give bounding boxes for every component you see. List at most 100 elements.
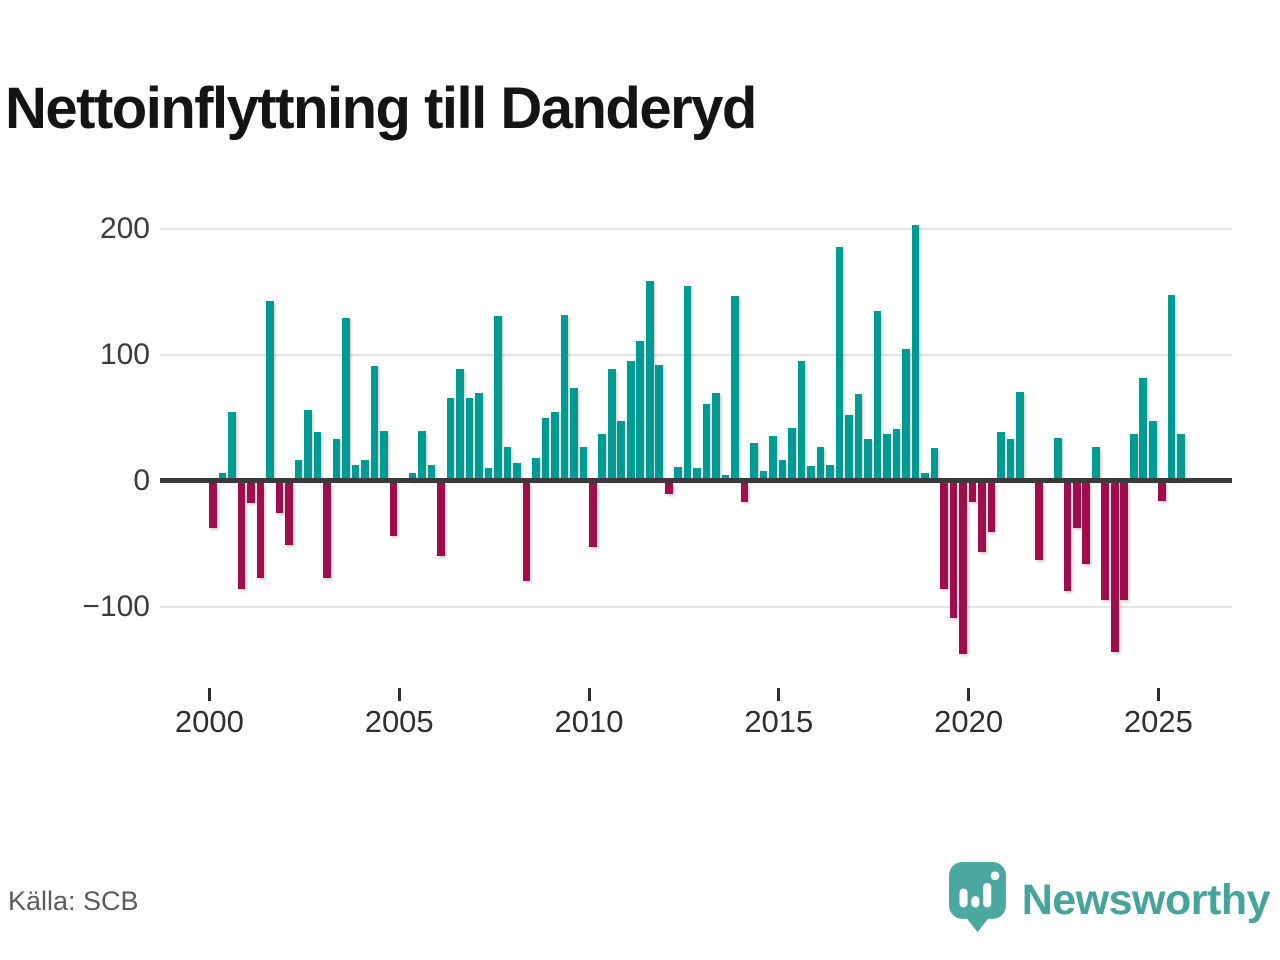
y-axis-tick-label: 100 bbox=[99, 338, 150, 371]
x-axis-tick-mark bbox=[777, 688, 781, 701]
bar-2011-q4 bbox=[655, 365, 664, 481]
bar-2001-q3 bbox=[266, 300, 274, 481]
x-axis-tick-mark bbox=[967, 688, 971, 701]
bar-2004-q1 bbox=[361, 459, 369, 481]
bar-2025-q2 bbox=[1167, 294, 1176, 481]
bar-2016-q2 bbox=[826, 464, 834, 481]
bar-2000-q4 bbox=[237, 483, 246, 589]
bar-2021-q1 bbox=[1006, 439, 1015, 481]
bar-2002-q2 bbox=[294, 459, 303, 481]
bar-2009-q4 bbox=[579, 446, 588, 481]
bar-2019-q4 bbox=[959, 483, 967, 655]
bar-2008-q4 bbox=[541, 418, 550, 481]
bar-2025-q3 bbox=[1177, 434, 1185, 481]
y-axis-tick-label: 0 bbox=[133, 464, 150, 497]
bar-2015-q3 bbox=[797, 361, 806, 481]
bar-2006-q4 bbox=[465, 397, 474, 481]
bar-2018-q1 bbox=[892, 429, 901, 481]
gridline bbox=[160, 354, 1232, 356]
bar-2008-q2 bbox=[522, 483, 531, 582]
x-axis-year-label: 2010 bbox=[554, 704, 624, 739]
bar-2007-q4 bbox=[503, 446, 512, 481]
bar-2003-q4 bbox=[351, 464, 360, 481]
bar-2013-q4 bbox=[731, 295, 739, 481]
bar-2001-q1 bbox=[247, 483, 255, 504]
x-axis-tick-mark bbox=[207, 688, 211, 701]
bar-2018-q3 bbox=[911, 225, 920, 481]
bar-2007-q2 bbox=[484, 468, 493, 481]
bar-2009-q2 bbox=[560, 314, 569, 481]
bar-2004-q4 bbox=[389, 483, 398, 536]
bar-2009-q3 bbox=[570, 387, 578, 481]
bar-2005-q4 bbox=[427, 464, 436, 481]
bar-2019-q2 bbox=[940, 483, 948, 589]
bar-2014-q4 bbox=[769, 435, 777, 481]
bar-2009-q1 bbox=[551, 411, 559, 481]
bar-2000-q2 bbox=[218, 473, 227, 481]
bar-2014-q3 bbox=[759, 470, 768, 481]
bar-2012-q1 bbox=[664, 483, 673, 495]
bar-2003-q2 bbox=[332, 439, 341, 481]
bar-2006-q2 bbox=[446, 397, 455, 481]
bar-2019-q1 bbox=[930, 448, 939, 481]
bar-2006-q1 bbox=[437, 483, 445, 557]
bar-2017-q2 bbox=[864, 439, 872, 481]
bar-2007-q1 bbox=[475, 392, 483, 481]
bar-2004-q3 bbox=[380, 430, 388, 481]
bar-2000-q3 bbox=[228, 411, 236, 481]
bar-2003-q1 bbox=[323, 483, 331, 578]
bar-2011-q3 bbox=[645, 280, 654, 481]
y-axis-tick-label: 200 bbox=[99, 212, 150, 245]
bar-2020-q2 bbox=[978, 483, 986, 553]
bar-2012-q2 bbox=[674, 467, 682, 481]
bar-2018-q2 bbox=[902, 348, 910, 481]
bar-2011-q1 bbox=[626, 361, 635, 481]
bar-2017-q1 bbox=[854, 394, 863, 481]
bar-2024-q3 bbox=[1139, 377, 1147, 481]
bar-2011-q2 bbox=[636, 341, 645, 481]
bar-2014-q1 bbox=[740, 483, 749, 502]
bar-2017-q4 bbox=[883, 434, 891, 481]
bar-2022-q3 bbox=[1063, 483, 1072, 592]
bar-2010-q3 bbox=[607, 368, 616, 481]
bar-2023-q1 bbox=[1082, 483, 1091, 564]
newsworthy-speech-bubble-bar-chart-icon bbox=[948, 862, 1006, 939]
bar-2022-q4 bbox=[1072, 483, 1081, 529]
bar-2004-q2 bbox=[370, 366, 379, 481]
bar-2024-q1 bbox=[1120, 483, 1129, 601]
bar-2001-q2 bbox=[256, 483, 265, 578]
bar-2018-q4 bbox=[921, 473, 929, 481]
bar-2017-q3 bbox=[873, 310, 882, 481]
bar-2001-q4 bbox=[275, 483, 284, 514]
x-axis-year-label: 2020 bbox=[934, 704, 1004, 739]
bar-2010-q2 bbox=[598, 434, 607, 481]
bar-2023-q2 bbox=[1091, 446, 1100, 481]
bar-2012-q3 bbox=[683, 285, 692, 481]
source-caption: Källa: SCB bbox=[8, 886, 139, 916]
bar-2024-q2 bbox=[1129, 434, 1138, 481]
bar-2002-q1 bbox=[285, 483, 293, 545]
bar-2013-q1 bbox=[702, 404, 711, 481]
bar-2020-q4 bbox=[997, 431, 1005, 481]
bar-2015-q2 bbox=[788, 428, 796, 481]
bar-2020-q1 bbox=[968, 483, 977, 502]
y-axis-tick-label: −100 bbox=[82, 590, 150, 623]
bar-2021-q4 bbox=[1035, 483, 1043, 560]
bar-2003-q3 bbox=[342, 318, 350, 481]
x-axis-tick-mark bbox=[587, 688, 591, 701]
bar-2008-q1 bbox=[513, 463, 521, 481]
bar-2014-q2 bbox=[750, 443, 758, 481]
x-axis-year-label: 2015 bbox=[744, 704, 814, 739]
bar-2015-q1 bbox=[778, 459, 787, 481]
bar-2000-q1 bbox=[209, 483, 217, 529]
x-axis-tick-mark bbox=[1156, 688, 1160, 701]
bar-2016-q3 bbox=[835, 246, 844, 481]
gridline bbox=[160, 228, 1232, 230]
bar-2002-q3 bbox=[304, 410, 312, 481]
bar-2019-q3 bbox=[949, 483, 958, 618]
x-axis-year-label: 2005 bbox=[364, 704, 434, 739]
bar-2013-q2 bbox=[712, 392, 720, 481]
bar-2025-q1 bbox=[1158, 483, 1166, 501]
bar-2023-q4 bbox=[1110, 483, 1119, 652]
